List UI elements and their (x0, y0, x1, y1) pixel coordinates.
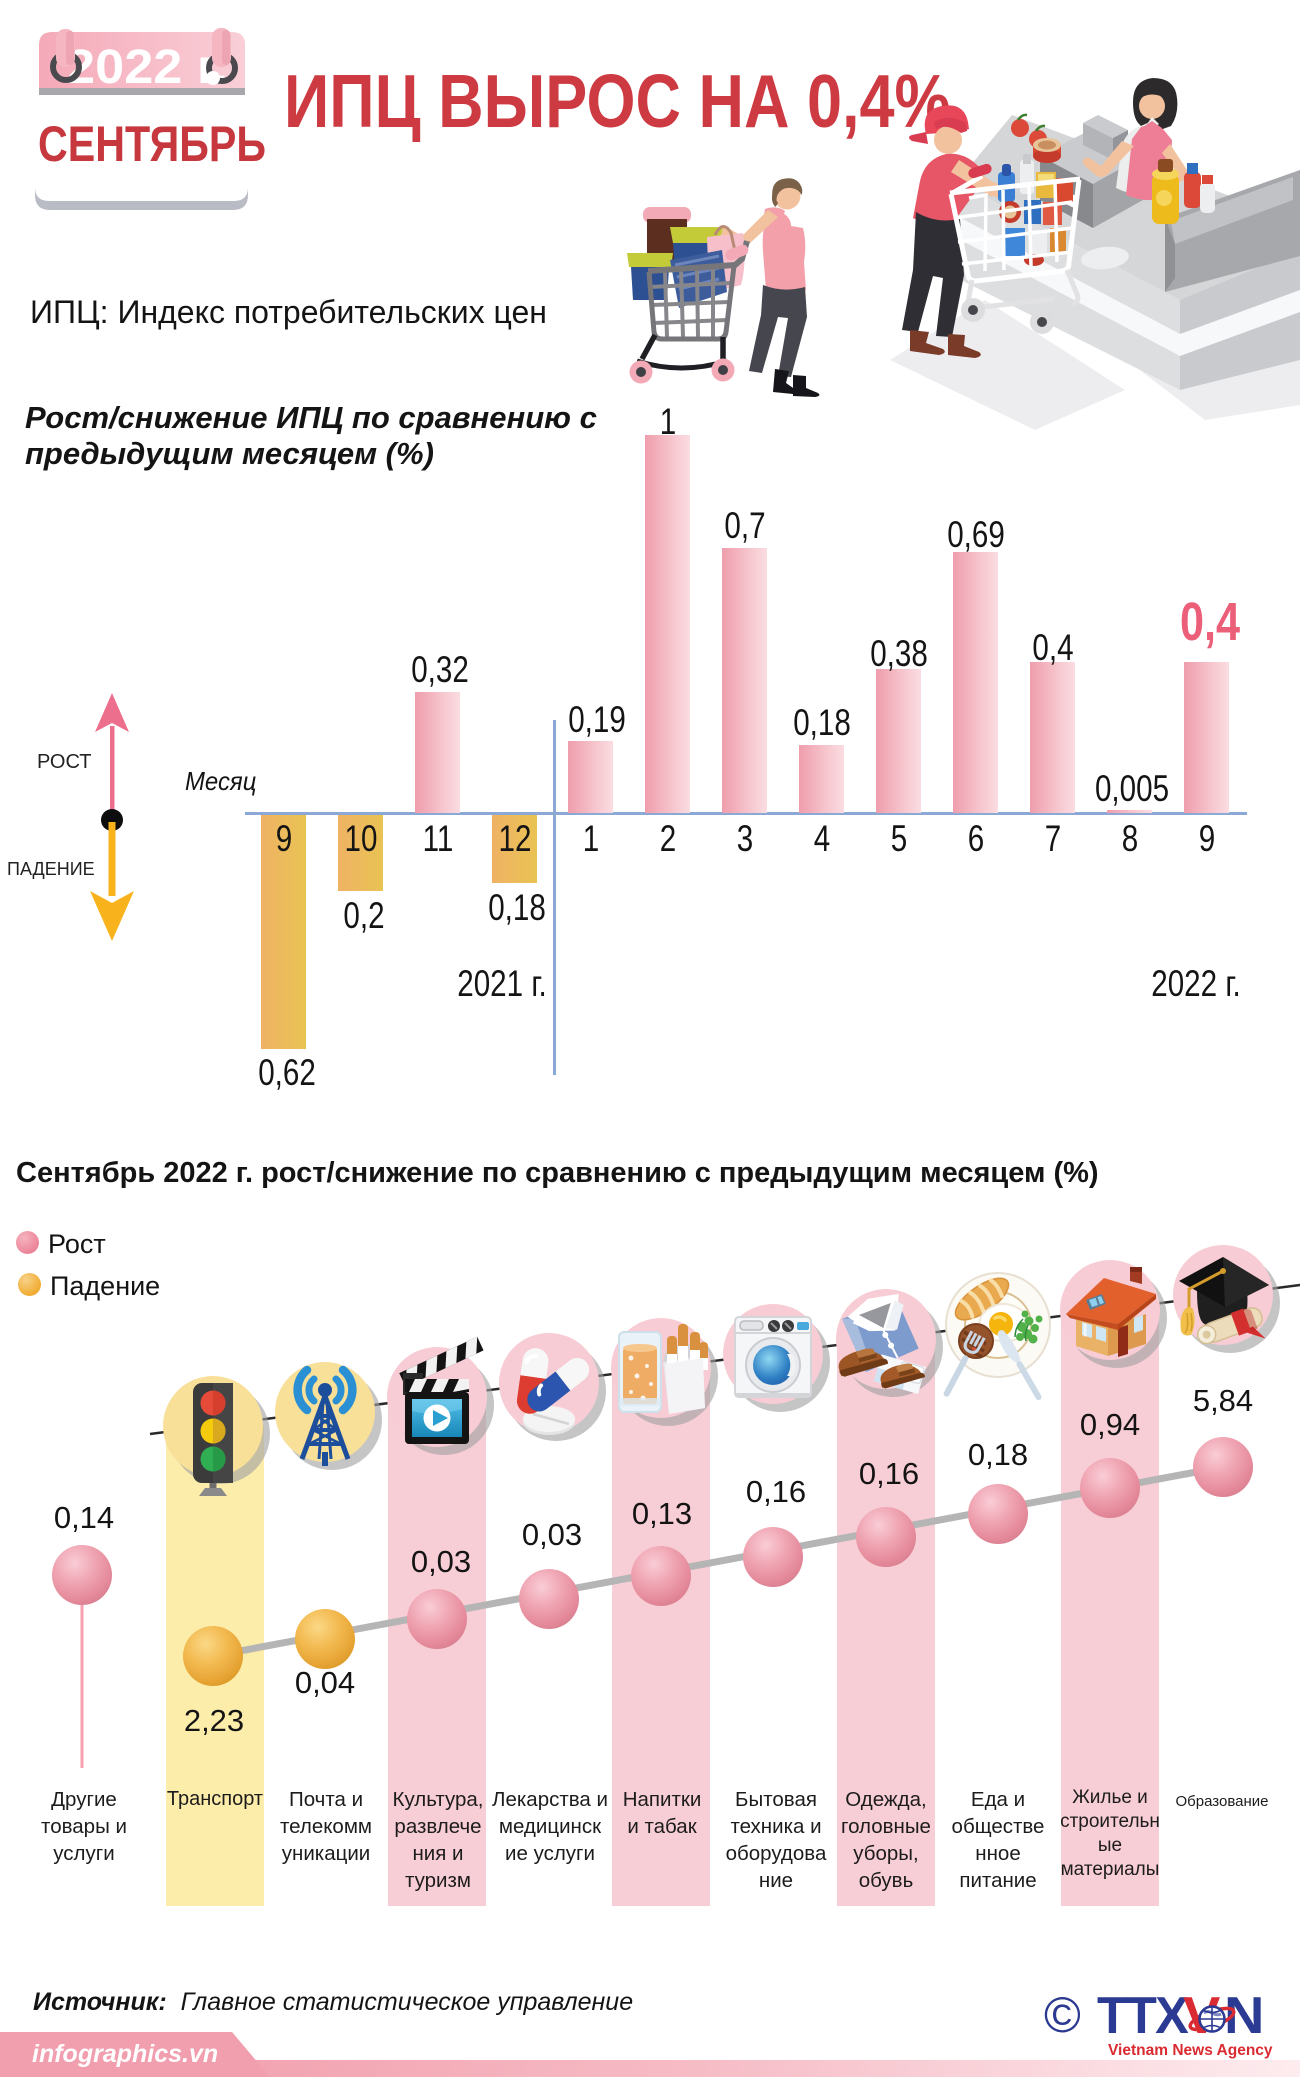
svg-text:2022 г.: 2022 г. (66, 41, 228, 94)
svg-text:TTX: TTX (1097, 1988, 1189, 2045)
svg-text:СЕНТЯБРЬ: СЕНТЯБРЬ (38, 116, 266, 172)
svg-text:©: © (1044, 1988, 1081, 2043)
svg-text:Vietnam News Agency: Vietnam News Agency (1108, 2042, 1273, 2059)
